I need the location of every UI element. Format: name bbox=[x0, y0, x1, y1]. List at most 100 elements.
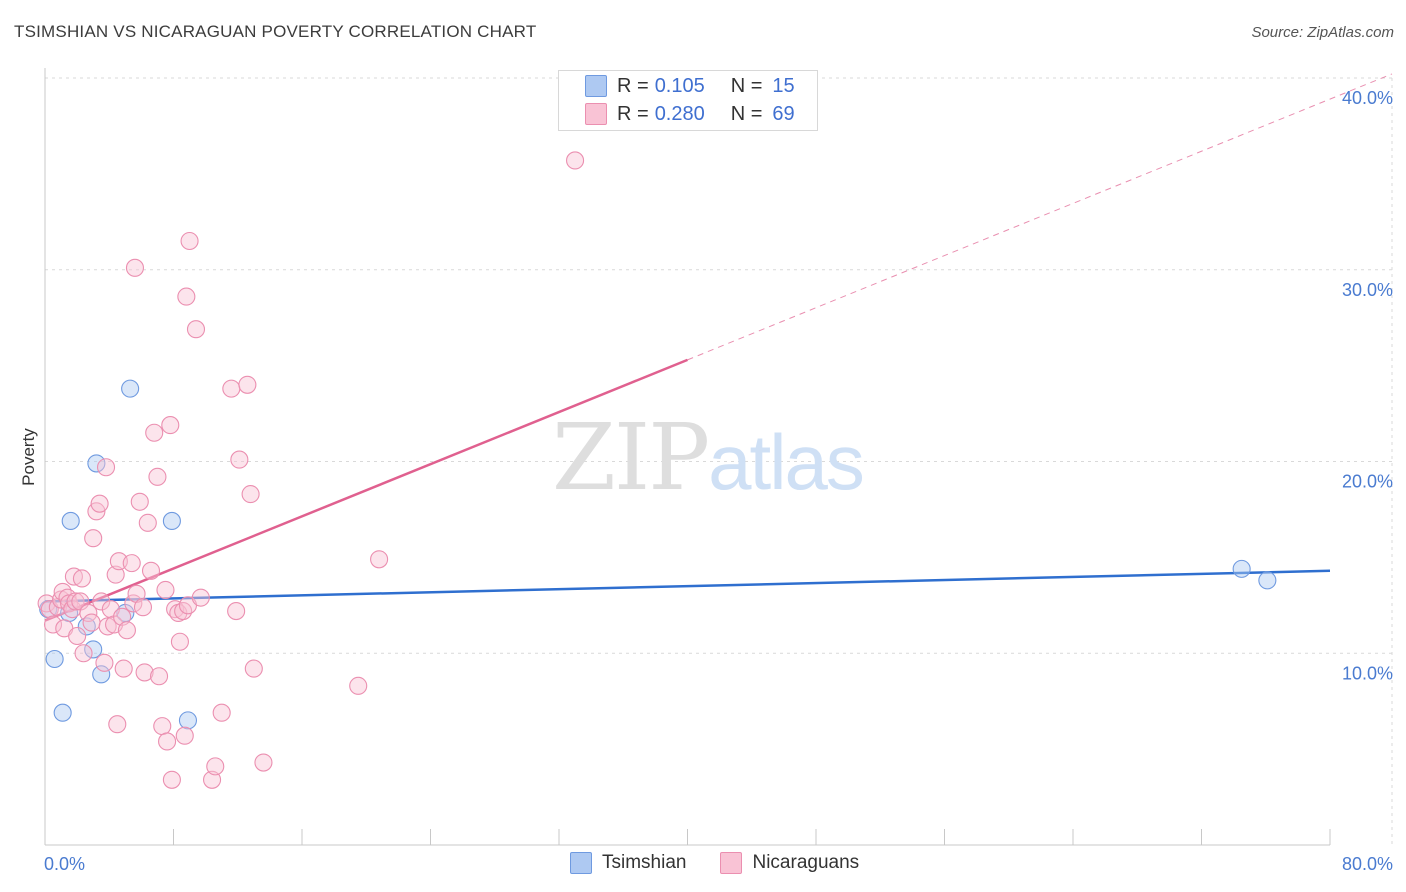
legend-swatch-tsimshian bbox=[585, 75, 607, 97]
point-nicaraguans bbox=[138, 513, 157, 532]
series-swatch-tsimshian bbox=[570, 852, 592, 874]
legend-swatch-nicaraguans bbox=[585, 103, 607, 125]
point-tsimshian bbox=[121, 379, 140, 398]
point-nicaraguans bbox=[158, 732, 177, 751]
point-nicaraguans bbox=[241, 485, 260, 504]
point-tsimshian bbox=[178, 711, 198, 730]
point-nicaraguans bbox=[206, 757, 225, 776]
trend-nicaraguans-extension bbox=[687, 73, 1393, 361]
tick-labels: 10.0% 20.0% 30.0% 40.0% 0.0% 80.0% Poverty bbox=[19, 88, 1393, 874]
point-nicaraguans bbox=[96, 458, 116, 477]
legend-row-tsimshian: R = 0.105 N = 15 bbox=[585, 74, 795, 98]
trend-tsimshian bbox=[44, 569, 1331, 603]
legend-n-value: 69 bbox=[772, 102, 795, 125]
source-credit: Source: ZipAtlas.com bbox=[1251, 24, 1394, 41]
point-nicaraguans bbox=[212, 703, 231, 722]
point-nicaraguans bbox=[186, 320, 206, 339]
point-nicaraguans bbox=[66, 592, 85, 611]
legend-r-value: 0.105 bbox=[654, 74, 705, 97]
series-legend-tsimshian[interactable]: Tsimshian bbox=[570, 852, 686, 874]
watermark-atlas: atlas bbox=[708, 418, 865, 506]
point-nicaraguans bbox=[79, 603, 98, 623]
x-tick-label-max: 80.0% bbox=[1342, 854, 1393, 874]
point-nicaraguans bbox=[203, 770, 222, 789]
point-nicaraguans bbox=[122, 554, 141, 573]
point-nicaraguans bbox=[133, 598, 153, 617]
point-nicaraguans bbox=[37, 594, 56, 613]
legend-n-label: N = bbox=[730, 74, 763, 97]
legend-n-label: N = bbox=[730, 102, 763, 125]
point-tsimshian bbox=[53, 703, 72, 722]
point-nicaraguans bbox=[254, 753, 273, 772]
point-nicaraguans bbox=[92, 592, 111, 611]
point-tsimshian bbox=[1232, 559, 1251, 578]
legend-r-value: 0.280 bbox=[654, 102, 705, 125]
legend-n-value: 15 bbox=[772, 74, 795, 97]
point-nicaraguans bbox=[124, 594, 143, 613]
point-nicaraguans bbox=[174, 602, 193, 621]
point-nicaraguans bbox=[141, 561, 161, 580]
y-tick-label: 20.0% bbox=[1342, 472, 1393, 492]
point-nicaraguans bbox=[156, 580, 175, 600]
series-legend: Tsimshian Nicaraguans bbox=[570, 852, 893, 874]
point-nicaraguans bbox=[145, 423, 164, 442]
point-nicaraguans bbox=[117, 621, 136, 640]
series-legend-nicaraguans[interactable]: Nicaraguans bbox=[720, 852, 859, 874]
point-nicaraguans bbox=[370, 550, 389, 569]
point-nicaraguans bbox=[227, 602, 246, 621]
point-nicaraguans bbox=[114, 659, 133, 678]
point-nicaraguans bbox=[180, 231, 199, 251]
point-tsimshian bbox=[61, 511, 80, 530]
point-nicaraguans bbox=[72, 569, 91, 588]
point-nicaraguans bbox=[53, 582, 72, 601]
watermark-zip: ZIP bbox=[552, 404, 710, 511]
point-tsimshian bbox=[84, 640, 103, 659]
x-tick-label-min: 0.0% bbox=[44, 854, 85, 874]
trend-nicaraguans bbox=[44, 358, 688, 622]
point-nicaraguans bbox=[230, 450, 249, 469]
point-nicaraguans bbox=[170, 632, 189, 651]
point-tsimshian bbox=[1258, 571, 1277, 590]
point-nicaraguans bbox=[60, 594, 79, 613]
point-nicaraguans bbox=[43, 615, 63, 634]
point-nicaraguans bbox=[74, 644, 93, 663]
point-nicaraguans bbox=[68, 626, 87, 646]
point-nicaraguans bbox=[244, 659, 263, 678]
y-axis-title: Poverty bbox=[19, 428, 38, 486]
point-nicaraguans bbox=[125, 258, 144, 277]
point-nicaraguans bbox=[566, 151, 585, 170]
series-label-nicaraguans: Nicaraguans bbox=[752, 852, 860, 873]
point-nicaraguans bbox=[98, 617, 117, 636]
y-tick-label: 30.0% bbox=[1342, 280, 1393, 300]
point-nicaraguans bbox=[135, 663, 154, 682]
watermark: ZIPatlas bbox=[552, 404, 865, 511]
point-tsimshian bbox=[162, 511, 181, 530]
point-nicaraguans bbox=[90, 494, 109, 513]
chart-title: TSIMSHIAN VS NICARAGUAN POVERTY CORRELAT… bbox=[14, 22, 537, 41]
trend-lines bbox=[44, 73, 1393, 622]
data-points bbox=[37, 151, 1277, 789]
point-nicaraguans bbox=[191, 588, 210, 607]
correlation-legend: R = 0.105 N = 15 R = 0.280 N = 69 bbox=[558, 70, 818, 131]
series-label-tsimshian: Tsimshian bbox=[602, 852, 687, 873]
point-tsimshian bbox=[87, 454, 106, 473]
legend-r-label: R = bbox=[617, 102, 649, 125]
point-nicaraguans bbox=[130, 492, 149, 511]
point-nicaraguans bbox=[162, 770, 181, 789]
point-tsimshian bbox=[92, 665, 111, 684]
point-nicaraguans bbox=[149, 667, 169, 686]
point-nicaraguans bbox=[153, 717, 172, 736]
point-nicaraguans bbox=[84, 529, 103, 548]
y-tick-label: 10.0% bbox=[1342, 663, 1393, 683]
point-nicaraguans bbox=[349, 676, 368, 695]
point-nicaraguans bbox=[238, 375, 257, 394]
point-nicaraguans bbox=[175, 726, 194, 745]
legend-r-label: R = bbox=[617, 74, 649, 97]
point-nicaraguans bbox=[82, 613, 101, 632]
series-swatch-nicaraguans bbox=[720, 852, 743, 874]
y-tick-label: 40.0% bbox=[1342, 88, 1393, 108]
point-nicaraguans bbox=[95, 653, 114, 672]
point-nicaraguans bbox=[161, 416, 180, 435]
point-tsimshian bbox=[45, 649, 64, 669]
